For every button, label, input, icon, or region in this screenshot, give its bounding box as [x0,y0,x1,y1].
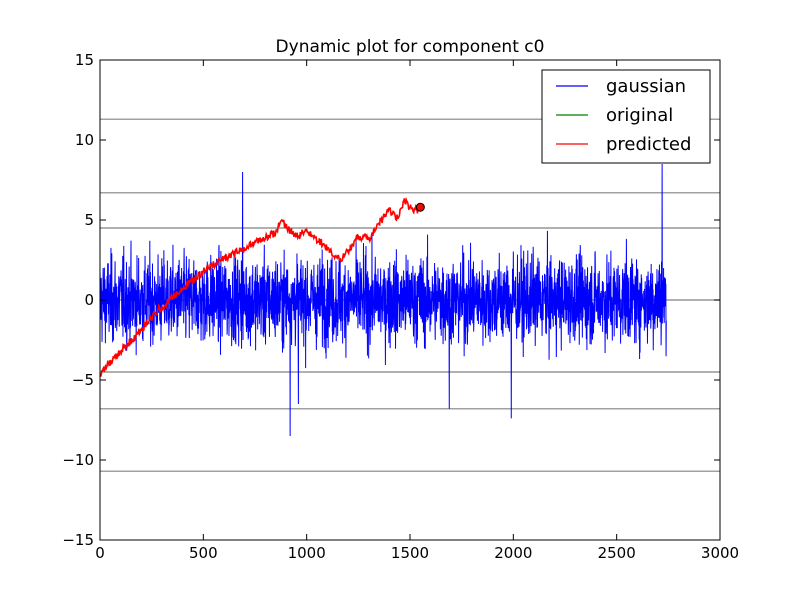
x-tick-label: 3000 [701,544,739,562]
x-tick-label: 500 [189,544,218,562]
x-tick-label: 2500 [598,544,636,562]
predicted-line [100,196,422,377]
x-tick-label: 2000 [494,544,532,562]
x-tick-label: 1500 [391,544,429,562]
y-tick-label: 15 [75,51,94,69]
legend-label-predicted: predicted [606,134,691,155]
x-tick-label: 1000 [288,544,326,562]
legend-label-original: original [606,105,673,126]
gaussian-line [100,163,667,437]
y-tick-label: −5 [72,371,94,389]
legend: gaussian original predicted [541,69,711,164]
x-tick-label: 0 [95,544,105,562]
y-tick-label: 10 [75,131,94,149]
predicted-end-marker [415,202,425,212]
series-gaussian [100,163,667,437]
y-tick-label: −10 [62,451,94,469]
plot-area [99,59,721,541]
legend-label-gaussian: gaussian [606,76,686,97]
series-predicted [100,196,425,377]
chart-title: Dynamic plot for component c0 [276,37,545,57]
x-axis: 0 500 1000 1500 2000 2500 3000 [95,60,739,562]
y-tick-label: −15 [62,531,94,549]
y-tick-label: 0 [84,291,94,309]
y-tick-label: 5 [84,211,94,229]
y-axis: −15 −10 −5 0 5 10 15 [62,51,720,549]
